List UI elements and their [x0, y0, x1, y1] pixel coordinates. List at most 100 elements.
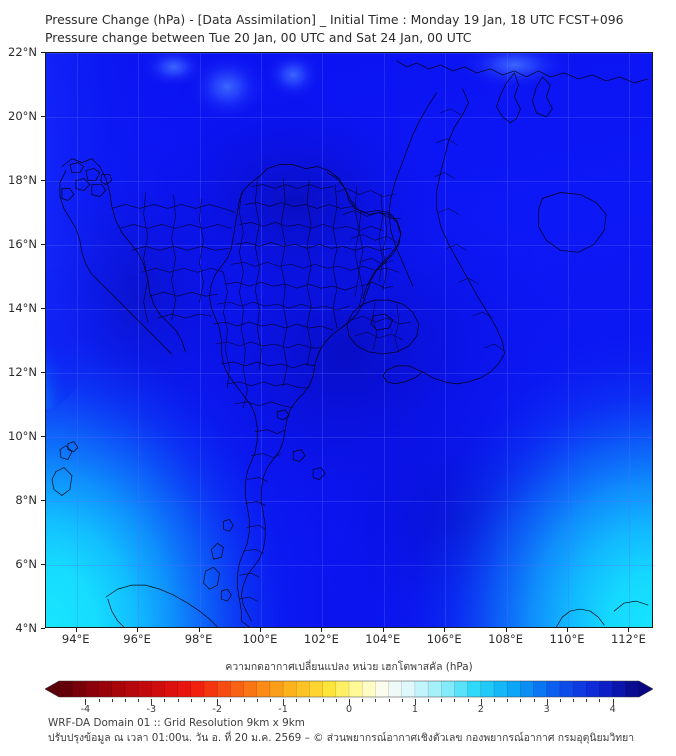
y-tick — [41, 52, 45, 53]
y-tick-label: 18°N — [8, 173, 37, 187]
x-tick — [198, 628, 200, 632]
x-tick-label: 100°E — [242, 632, 278, 646]
colorbar-minor-tick — [243, 699, 245, 702]
map-figure: 94°E 96°E 98°E 100°E 102°E 104°E 106°E 108°E 110… — [8, 45, 653, 646]
x-tick — [567, 628, 569, 632]
y-tick — [41, 116, 45, 117]
y-tick-label: 4°N — [15, 621, 37, 635]
footer-line-2: ปรับปรุงข้อมูล ณ เวลา 01:00น. วัน อ. ที่… — [48, 732, 635, 744]
colorbar-minor-tick — [520, 699, 522, 702]
colorbar-minor-tick — [599, 699, 601, 702]
graticule-meridian — [199, 53, 201, 627]
contour-fill-svg — [46, 53, 652, 627]
colorbar-tick — [283, 699, 285, 705]
colorbar-minor-tick — [296, 699, 298, 702]
colorbar-minor-tick — [230, 699, 232, 702]
colorbar-minor-tick — [362, 699, 364, 702]
colorbar-minor-tick — [533, 699, 535, 702]
colorbar-minor-tick — [454, 699, 456, 702]
colorbar-tick-label: 4 — [609, 704, 616, 715]
x-tick-label: 98°E — [184, 632, 213, 646]
colorbar-minor-tick — [467, 699, 469, 702]
coastline-and-border-overlay — [51, 60, 649, 627]
x-tick — [444, 628, 446, 632]
x-tick-label: 94°E — [61, 632, 90, 646]
y-tick — [41, 180, 45, 181]
colorbar-tick-label: -4 — [80, 704, 91, 715]
colorbar-minor-tick — [559, 699, 561, 702]
colorbar-tick — [480, 699, 482, 705]
footer-line-1: WRF-DA Domain 01 :: Grid Resolution 9km … — [48, 717, 305, 729]
y-tick — [41, 628, 45, 629]
y-tick-label: 16°N — [8, 237, 37, 251]
colorbar-minor-tick — [124, 699, 126, 702]
colorbar-minor-tick — [98, 699, 100, 702]
graticule-meridian — [260, 53, 262, 627]
colorbar-minor-tick — [269, 699, 271, 702]
colorbar-minor-tick — [138, 699, 140, 702]
x-tick-label: 106°E — [426, 632, 462, 646]
graticule-parallel — [46, 437, 652, 438]
colorbar-tick — [85, 699, 87, 705]
colorbar-block: ความกดอากาศเปลี่ยนแปลง หน่วย เฮกโตพาสคัล… — [45, 658, 653, 715]
title-line-2: Pressure change between Tue 20 Jan, 00 U… — [45, 30, 472, 45]
y-tick — [41, 372, 45, 373]
colorbar-tick-label: 3 — [543, 704, 550, 715]
x-tick-label: 108°E — [488, 632, 524, 646]
y-tick-label: 8°N — [15, 493, 37, 507]
colorbar-minor-tick — [111, 699, 113, 702]
y-tick-label: 20°N — [8, 109, 37, 123]
chart-title-block: Pressure Change (hPa) - [Data Assimilati… — [45, 11, 665, 47]
colorbar-gradient — [45, 680, 653, 698]
y-tick — [41, 500, 45, 501]
graticule-meridian — [383, 53, 385, 627]
colorbar-minor-tick — [494, 699, 495, 702]
graticule-meridian — [76, 53, 78, 627]
colorbar-tick — [349, 699, 350, 705]
colorbar-minor-tick — [204, 699, 205, 702]
colorbar-tick — [414, 699, 416, 705]
colorbar-minor-tick — [428, 699, 430, 702]
colorbar-minor-tick — [177, 699, 179, 702]
colorbar-minor-tick — [322, 699, 324, 702]
graticule-parallel — [46, 245, 652, 246]
colorbar-tick — [151, 699, 153, 705]
y-tick-label: 12°N — [8, 365, 37, 379]
x-tick — [505, 628, 507, 632]
graticule-parallel — [46, 373, 652, 374]
colorbar-minor-tick — [586, 699, 588, 702]
y-tick — [41, 436, 45, 437]
x-tick-label: 112°E — [610, 632, 646, 646]
colorbar-minor-tick — [256, 699, 258, 702]
colorbar-minor-tick — [190, 699, 192, 702]
graticule-meridian — [445, 53, 447, 627]
x-tick — [259, 628, 261, 632]
colorbar-minor-tick — [441, 699, 443, 702]
graticule-meridian — [138, 53, 140, 627]
colorbar-tick-label: -3 — [146, 704, 157, 715]
x-tick — [137, 628, 139, 632]
colorbar-minor-tick — [388, 699, 390, 702]
y-tick — [41, 308, 45, 309]
y-tick — [41, 564, 45, 565]
colorbar-minor-tick — [573, 699, 575, 702]
graticule-parallel — [46, 309, 652, 310]
x-tick-label: 96°E — [123, 632, 151, 646]
pressure-change-field — [46, 53, 652, 627]
colorbar-tick-label: 0 — [345, 704, 353, 715]
x-tick — [382, 628, 384, 632]
colorbar-tick — [546, 699, 548, 705]
graticule-parallel — [46, 565, 652, 566]
graticule-meridian — [322, 53, 324, 627]
colorbar: -4 -3 -2 -1 0 1 2 3 4 — [45, 679, 653, 715]
colorbar-minor-tick — [375, 699, 377, 702]
graticule-meridian — [568, 53, 570, 627]
graticule-parallel — [46, 53, 652, 54]
graticule-meridian — [629, 53, 631, 627]
colorbar-tick-label: -1 — [278, 704, 288, 715]
footer-block: WRF-DA Domain 01 :: Grid Resolution 9km … — [48, 716, 668, 746]
title-line-1: Pressure Change (hPa) - [Data Assimilati… — [45, 12, 624, 27]
colorbar-tick-label: -2 — [212, 704, 222, 715]
graticule-parallel — [46, 117, 652, 118]
graticule-meridian — [506, 53, 508, 627]
